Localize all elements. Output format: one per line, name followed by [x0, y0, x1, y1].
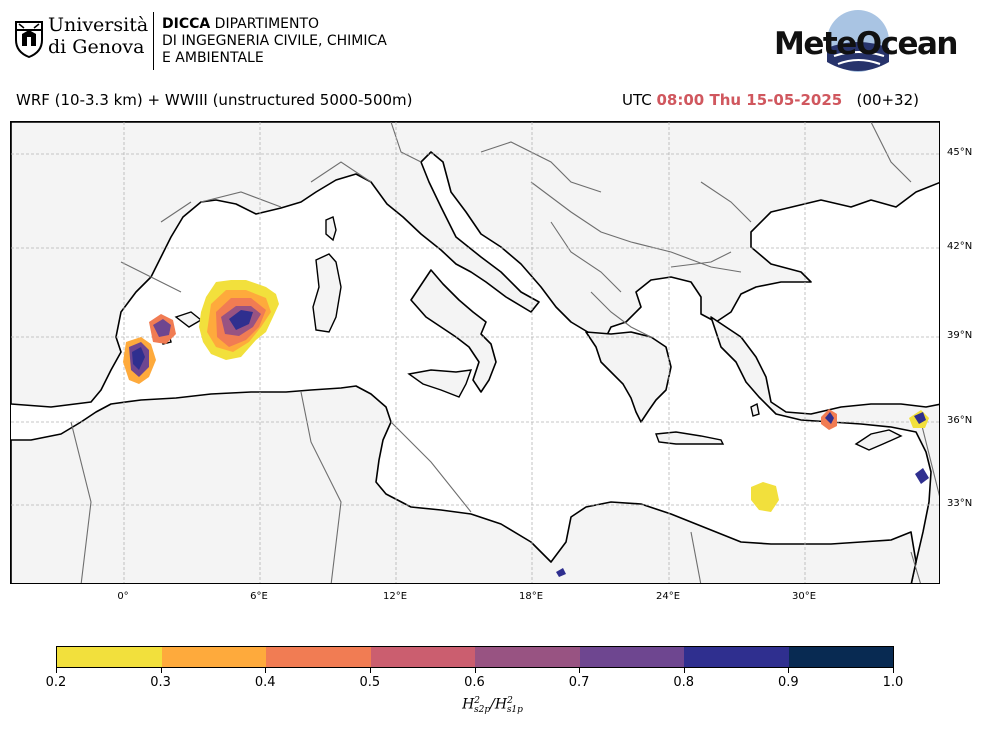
department-name: DICCA DIPARTIMENTO DI INGEGNERIA CIVILE,…: [162, 16, 387, 67]
department-line2: DI INGEGNERIA CIVILE, CHIMICA: [162, 33, 387, 49]
cb-sub-num: s2p: [474, 705, 491, 716]
colorbar: [56, 646, 894, 668]
model-title: WRF (10-3.3 km) + WWIII (unstructured 50…: [16, 91, 413, 109]
colorbar-segment-4: [370, 647, 475, 667]
department-line1: DIPARTIMENTO: [214, 16, 320, 32]
forecast-run: (00+32): [856, 91, 919, 109]
contour-patch-libya-south: [751, 482, 779, 512]
colorbar-segment-5: [475, 647, 580, 667]
colorbar-tick: [474, 668, 476, 673]
colorbar-tick-label: 0.4: [254, 675, 276, 690]
meteocean-logo-icon: [827, 10, 889, 72]
colorbar-tick-label: 0.2: [45, 675, 67, 690]
colorbar-tick-label: 1.0: [882, 675, 904, 690]
island-corsica: [325, 216, 337, 242]
island-sardinia: [312, 253, 342, 333]
island-rhodes: [750, 402, 760, 417]
contour-patch-turkey-south: [821, 409, 837, 430]
colorbar-segment-6: [579, 647, 684, 667]
colorbar-segment-2: [161, 647, 266, 667]
cb-sub-den: s1p: [506, 705, 523, 716]
map-panel: [10, 121, 940, 584]
land-north-africa: [11, 385, 917, 583]
island-crete: [655, 431, 725, 445]
colorbar-tick-label: 0.5: [359, 675, 381, 690]
meteocean-brand: MeteOcean: [774, 26, 958, 62]
colorbar-tick: [265, 668, 267, 673]
colorbar-tick-label: 0.6: [464, 675, 485, 690]
land-italy-south: [410, 269, 497, 393]
university-crest-icon: [15, 21, 43, 58]
forecast-time-line: UTC 08:00 Thu 15-05-2025 (00+32): [622, 91, 919, 109]
colorbar-tick: [893, 668, 894, 673]
island-sicily: [407, 369, 473, 398]
map-gridlines: [11, 122, 939, 583]
lon-label-0: 0°: [117, 591, 129, 602]
colorbar-segment-7: [684, 647, 789, 667]
contour-patch-balearic-west: [123, 337, 156, 384]
lat-label-45n: 45°N: [947, 147, 973, 158]
colorbar-tick: [683, 668, 685, 673]
contour-patch-levant-north: [909, 410, 929, 428]
contour-patch-balearic-north: [199, 280, 279, 360]
colorbar-tick: [56, 668, 57, 673]
university-name-line1: Università: [48, 14, 149, 36]
lon-label-6e: 6°E: [250, 591, 268, 602]
lat-label-33n: 33°N: [947, 498, 973, 509]
department-abbr: DICCA: [162, 16, 211, 32]
colorbar-tick: [369, 668, 371, 673]
colorbar-segment-3: [266, 647, 371, 667]
island-cyprus: [854, 429, 903, 451]
colorbar-segment-1: [57, 647, 162, 667]
colorbar-tick: [160, 668, 162, 673]
country-borders: [70, 122, 939, 583]
university-name-line2: di Genova: [48, 36, 145, 58]
islands: [160, 216, 903, 451]
contour-patch-libya-west: [556, 568, 566, 577]
department-line3: E AMBIENTALE: [162, 50, 264, 66]
colorbar-segment-8: [788, 647, 893, 667]
contour-patch-levant-south: [915, 468, 929, 484]
lon-label-18e: 18°E: [518, 591, 544, 602]
colorbar-tick: [788, 668, 790, 673]
lon-label-30e: 30°E: [791, 591, 817, 602]
colorbar-tick-label: 0.7: [568, 675, 590, 690]
lon-label-24e: 24°E: [655, 591, 681, 602]
cb-exp-den: 2: [507, 696, 513, 706]
map-canvas: [11, 122, 939, 583]
colorbar-tick: [579, 668, 581, 673]
colorbar-tick-label: 0.8: [673, 675, 695, 690]
header-divider: [153, 12, 154, 70]
contour-patch-small-west: [149, 314, 176, 344]
colorbar-tick-label: 0.9: [778, 675, 799, 690]
cb-exp-num: 2: [474, 696, 481, 706]
cb-symbol-num: H: [462, 696, 475, 713]
lat-label-42n: 42°N: [947, 241, 973, 252]
contour-patches: [123, 280, 929, 577]
university-name: Università di Genova: [48, 14, 148, 58]
lat-label-39n: 39°N: [947, 330, 973, 341]
colorbar-tick-label: 0.3: [150, 675, 171, 690]
cb-symbol-den: H: [494, 696, 508, 713]
lon-label-12e: 12°E: [382, 591, 408, 602]
colorbar-title: H2s2p/H2s1p: [462, 696, 523, 716]
land-greece: [585, 331, 672, 423]
lat-label-36n: 36°N: [947, 415, 973, 426]
forecast-datetime: 08:00 Thu 15-05-2025: [656, 91, 843, 109]
utc-label: UTC: [621, 91, 652, 109]
